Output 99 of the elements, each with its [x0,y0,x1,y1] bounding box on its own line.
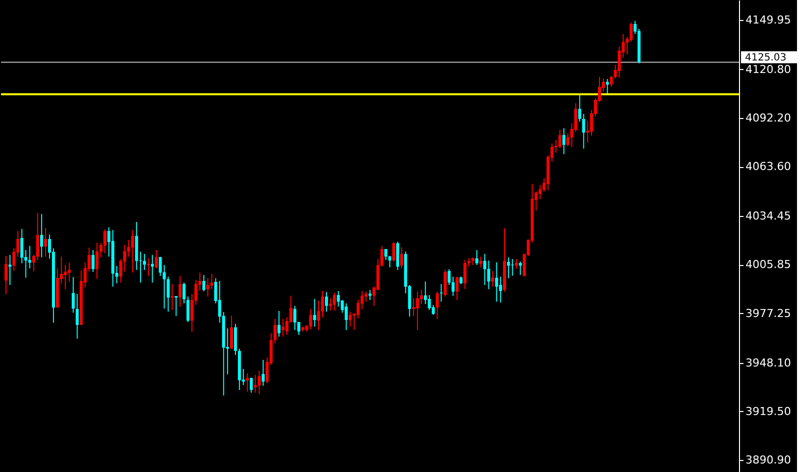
candlestick [444,269,447,298]
candlestick [463,259,466,290]
candlestick [64,264,67,290]
candlestick [324,291,328,312]
candlestick [293,305,296,331]
candlestick [630,22,633,42]
candlestick [610,75,613,88]
candlestick [518,261,522,276]
y-tick-label: 4120.80 [746,62,791,76]
candlestick [388,255,392,268]
candlestick [606,78,609,94]
candlestick [452,276,455,296]
candlestick [20,228,24,264]
candlestick [154,250,158,269]
candlestick [475,250,478,266]
candlestick [96,242,98,280]
candlestick [328,298,332,312]
candlestick [274,318,277,344]
candlestick [8,254,12,286]
candlestick [578,94,582,122]
candlestick [582,113,586,150]
y-tick-label: 4005.85 [746,258,791,272]
candlestick [538,184,542,200]
candlestick [344,302,348,331]
candlestick [448,268,451,286]
y-tick-label: 3890.90 [746,453,791,466]
candlestick [254,374,257,394]
candlestick [202,274,206,292]
candlestick [392,242,396,262]
y-tick-label: 3919.50 [746,404,791,418]
candlestick [40,214,44,258]
candlestick [123,244,126,272]
y-tick-label: 3977.25 [746,306,791,320]
candlestick [178,276,182,308]
candlestick [36,212,40,261]
ref-line-label: 4125.03 [745,52,786,64]
candlestick [396,241,400,270]
candlestick [146,258,150,276]
candlestick [174,296,178,316]
candlestick [68,262,71,282]
y-tick-label: 4092.20 [746,112,791,125]
candlestick [487,260,490,290]
candlestick [364,291,368,302]
candlestick [262,359,265,386]
candlestick [309,308,312,330]
candlestick [558,129,562,149]
candlestick [348,311,352,328]
candlestick [258,370,261,395]
y-tick-label: 4063.60 [746,160,791,174]
candlestick [332,292,336,312]
candlestick [246,372,249,392]
candlestick [158,256,162,276]
candlestick [510,258,514,276]
candlestick [206,278,210,298]
candlestick [150,254,154,284]
candlestick [428,294,431,310]
candlestick [436,291,439,320]
candlestick [230,315,234,350]
candlestick [170,283,174,310]
candlestick [499,276,502,304]
candlestick [250,377,253,394]
candlestick [566,132,570,146]
candlestick [321,290,324,318]
candlestick [424,281,427,305]
candlestick [495,262,498,302]
candlestick [281,318,284,338]
candlestick [92,250,95,272]
candlestick [4,255,8,294]
candlestick [278,310,280,338]
candlestick [127,239,130,258]
candlestick [416,291,419,331]
candlestick [400,246,404,269]
candlestick [440,283,443,302]
candlestick [131,229,134,274]
candlestick [483,253,486,286]
candlestick [162,264,166,310]
candlestick [479,256,482,268]
candlestick [317,300,320,331]
candlestick [142,253,146,270]
candlestick [186,296,190,323]
candlestick [234,323,237,356]
y-tick-label: 4149.95 [746,13,791,26]
candlestick [182,282,186,304]
candlestick [420,289,423,305]
candlestick [44,227,48,258]
candlestick [336,290,340,308]
candlestick [356,299,360,319]
candlestick [514,258,518,270]
candlestick [368,289,372,300]
y-tick-label: 4034.45 [746,210,791,223]
candlestick [103,228,106,254]
candlestick [456,276,459,300]
candlestick [412,298,416,316]
candlestick [313,298,316,328]
candlestick [562,128,566,155]
candlestick [554,139,558,154]
candlestick [506,256,510,279]
y-tick-label: 3948.10 [746,356,791,370]
candlestick [491,270,494,288]
